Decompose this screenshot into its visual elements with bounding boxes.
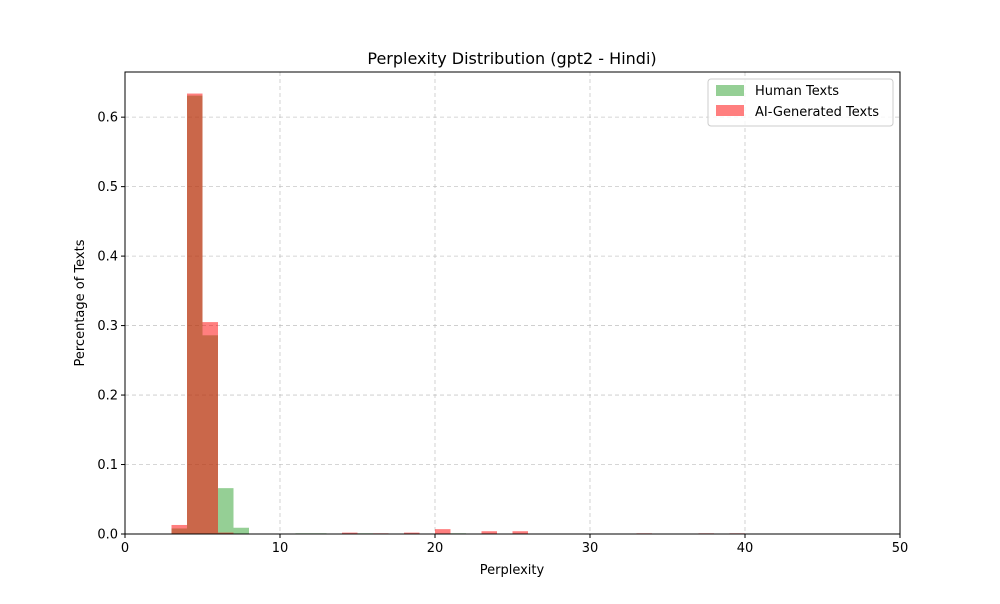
ai-generated-texts-bar (171, 524, 187, 534)
human-texts-bar (218, 488, 234, 534)
y-tick-label: 0.5 (97, 180, 118, 195)
legend: Human Texts AI-Generated Texts (707, 78, 894, 127)
x-tick-label: 40 (737, 541, 754, 556)
x-tick-label: 10 (272, 541, 289, 556)
ai-generated-texts-bar (218, 532, 234, 534)
x-tick-label: 20 (427, 541, 444, 556)
y-tick-label: 0.1 (97, 458, 118, 473)
chart-title: Perplexity Distribution (gpt2 - Hindi) (367, 49, 656, 68)
legend-swatch-ai-generated (716, 105, 744, 116)
y-tick-label: 0.0 (97, 528, 118, 543)
y-axis-label: Percentage of Texts (73, 239, 88, 366)
ai-generated-texts-bar (202, 322, 218, 534)
plot-frame (124, 71, 901, 535)
legend-box (707, 78, 894, 127)
ai-generated-texts-bar (512, 531, 528, 534)
y-tick-label: 0.2 (97, 389, 118, 404)
legend-swatch-human (716, 85, 744, 96)
y-tick-label: 0.3 (97, 319, 118, 334)
ai-generated-texts-bar (342, 532, 358, 534)
human-texts-bar (233, 527, 249, 534)
ticks-layer: 0 10 20 30 40 50 0.0 0.1 0.2 0.3 0.4 0.5 0.6 (97, 111, 908, 556)
ai-generated-texts-bar (435, 529, 451, 534)
ai-generated-texts-bar (187, 93, 203, 535)
ai-generated-texts-bar (481, 531, 497, 534)
ai-generated-texts-bar (404, 532, 420, 534)
x-tick-label: 30 (582, 541, 599, 556)
y-tick-label: 0.4 (97, 250, 118, 265)
x-tick-label: 0 (121, 541, 129, 556)
y-tick-label: 0.6 (97, 111, 118, 126)
legend-label-human: Human Texts (755, 84, 839, 99)
x-tick-label: 50 (892, 541, 909, 556)
legend-label-ai-generated: AI-Generated Texts (755, 105, 879, 120)
x-axis-label: Perplexity (480, 563, 545, 578)
